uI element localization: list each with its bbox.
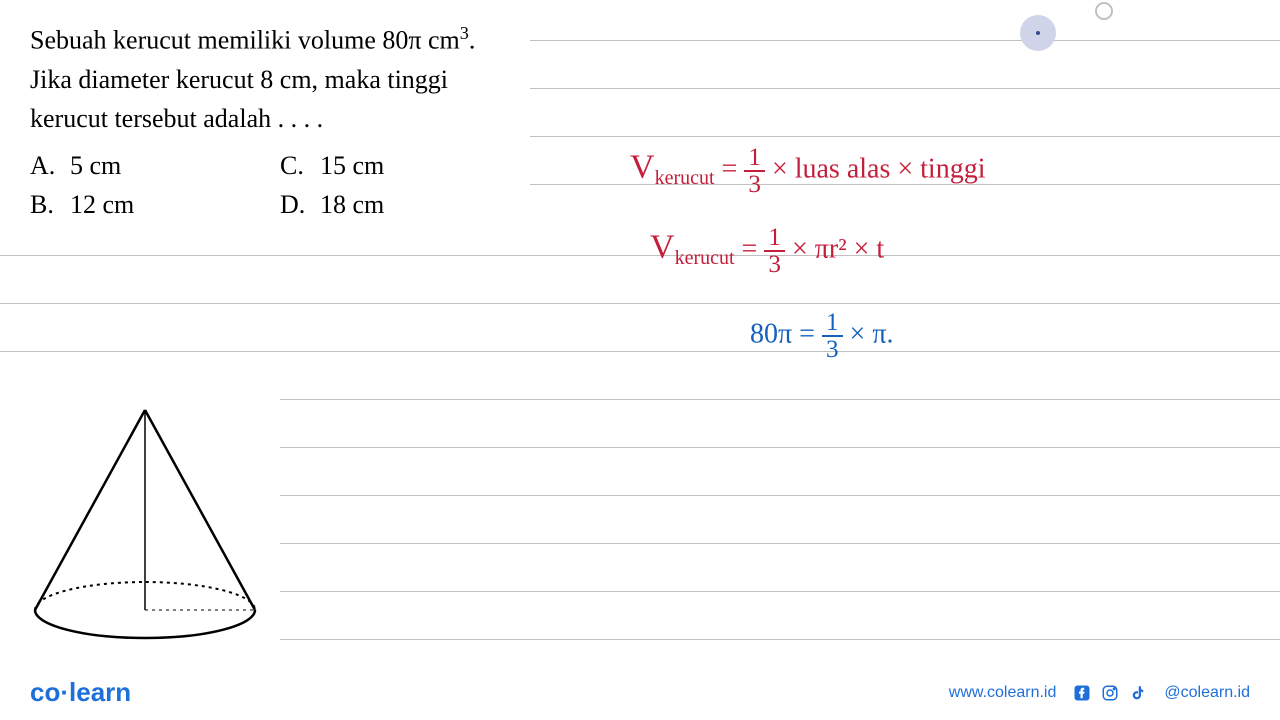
social-icons (1072, 683, 1148, 703)
facebook-icon (1072, 683, 1092, 703)
formula-line2: Vkerucut = 13 × πr² × t (650, 225, 884, 277)
cursor-indicator (1020, 15, 1056, 51)
option-c: C. 15 cm (280, 146, 530, 185)
footer-handle: @colearn.id (1164, 684, 1250, 702)
formula-line3: 80π = 13 × π. (750, 310, 893, 362)
question-line1: Sebuah kerucut memiliki volume 80π cm (30, 26, 460, 55)
question-line2: Jika diameter kerucut 8 cm, maka tinggi (30, 65, 448, 94)
footer-url: www.colearn.id (949, 684, 1057, 702)
footer-right: www.colearn.id @colearn.id (949, 683, 1250, 703)
tiktok-icon (1128, 683, 1148, 703)
brand-logo: co·learn (30, 677, 131, 708)
superscript: 3 (460, 23, 469, 43)
cone-diagram (20, 400, 270, 660)
question-block: Sebuah kerucut memiliki volume 80π cm3. … (30, 20, 530, 224)
options-grid: A. 5 cm C. 15 cm B. 12 cm D. 18 cm (30, 146, 530, 224)
footer: co·learn www.colearn.id @colearn.id (0, 677, 1280, 708)
option-a: A. 5 cm (30, 146, 280, 185)
instagram-icon (1100, 683, 1120, 703)
formula-line1: Vkerucut = 13 × luas alas × tinggi (630, 145, 986, 197)
question-line3: kerucut tersebut adalah . . . . (30, 104, 323, 133)
question-text: Sebuah kerucut memiliki volume 80π cm3. … (30, 20, 530, 138)
small-circle-icon (1095, 2, 1113, 20)
option-d: D. 18 cm (280, 185, 530, 224)
option-b: B. 12 cm (30, 185, 280, 224)
